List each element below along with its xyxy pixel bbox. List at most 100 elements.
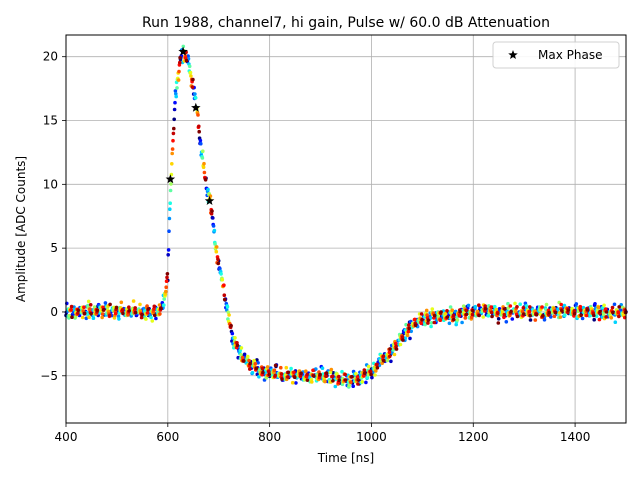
data-point [572, 309, 577, 313]
data-point [176, 78, 181, 82]
data-point [69, 304, 74, 309]
data-point [305, 372, 309, 377]
data-point [387, 350, 392, 355]
data-point [164, 279, 169, 284]
data-point [196, 113, 200, 117]
data-point [438, 318, 443, 323]
data-point [187, 64, 192, 69]
data-point [337, 378, 342, 383]
data-point [521, 306, 526, 310]
data-point [368, 369, 373, 374]
data-point [420, 317, 424, 322]
data-point [528, 318, 533, 322]
data-point [350, 375, 354, 379]
data-point [425, 313, 429, 317]
data-point [211, 224, 216, 228]
data-point [457, 313, 462, 318]
data-point [175, 86, 179, 90]
data-point [610, 305, 615, 310]
data-point [265, 365, 270, 369]
y-axis-ticks: −5 0 5 10 15 20 [40, 50, 66, 383]
data-point [167, 229, 171, 233]
data-point [464, 312, 469, 317]
data-point [247, 358, 251, 363]
data-point [191, 77, 195, 82]
data-point [119, 300, 124, 305]
data-point [445, 315, 450, 319]
data-point [542, 318, 547, 322]
data-point [254, 366, 259, 371]
data-point [354, 372, 358, 376]
data-point [222, 297, 227, 302]
data-point [447, 321, 452, 326]
data-point [299, 371, 303, 376]
data-point [547, 310, 551, 315]
data-point [362, 368, 367, 372]
data-point [580, 316, 585, 321]
data-point [127, 309, 131, 313]
data-point [226, 310, 231, 315]
data-point [85, 312, 90, 317]
data-point [497, 307, 502, 311]
data-point [544, 302, 549, 307]
data-point [88, 307, 92, 311]
data-point [76, 311, 80, 315]
data-point [558, 315, 563, 319]
data-point [388, 347, 392, 351]
data-point [406, 329, 411, 334]
data-point [477, 313, 482, 318]
data-point [432, 313, 437, 318]
data-point [145, 304, 149, 308]
data-point [373, 373, 377, 377]
data-point [494, 307, 499, 312]
data-point [200, 156, 205, 160]
data-point [510, 317, 515, 321]
data-point [451, 313, 456, 318]
data-point [439, 310, 443, 314]
data-point [162, 303, 166, 307]
data-point [229, 323, 233, 328]
data-point [174, 92, 178, 96]
legend: Max Phase [492, 41, 620, 69]
data-point [533, 318, 538, 322]
data-point [267, 372, 272, 377]
data-point [356, 378, 361, 382]
data-point [429, 324, 433, 329]
data-point [596, 305, 601, 310]
data-point [280, 377, 284, 381]
data-point [183, 56, 188, 60]
data-point [452, 317, 456, 322]
data-point [432, 320, 437, 325]
data-point [423, 322, 427, 327]
data-point [154, 316, 158, 321]
data-point [400, 335, 405, 339]
data-point [375, 366, 380, 370]
data-point [214, 245, 219, 249]
data-point [496, 317, 501, 321]
data-point [246, 354, 250, 359]
data-point [430, 307, 435, 311]
x-axis-label: Time [ns] [317, 451, 374, 465]
data-point [407, 323, 411, 327]
data-point [471, 308, 475, 313]
data-point [496, 321, 501, 325]
data-point [409, 329, 414, 334]
data-point [458, 310, 462, 314]
data-point [502, 307, 507, 311]
data-point [528, 305, 532, 309]
data-point [145, 311, 150, 315]
data-point [144, 317, 148, 321]
data-point [389, 359, 393, 364]
grid [65, 35, 626, 423]
data-point [250, 370, 255, 375]
data-point [212, 228, 217, 233]
data-point [89, 312, 93, 316]
data-point [455, 318, 460, 322]
data-point [164, 289, 168, 294]
max-phase-star [165, 174, 176, 184]
data-point [360, 380, 365, 384]
data-point [328, 370, 333, 375]
data-point [370, 375, 374, 380]
data-point [290, 380, 295, 385]
y-tick-label: 15 [43, 114, 58, 128]
